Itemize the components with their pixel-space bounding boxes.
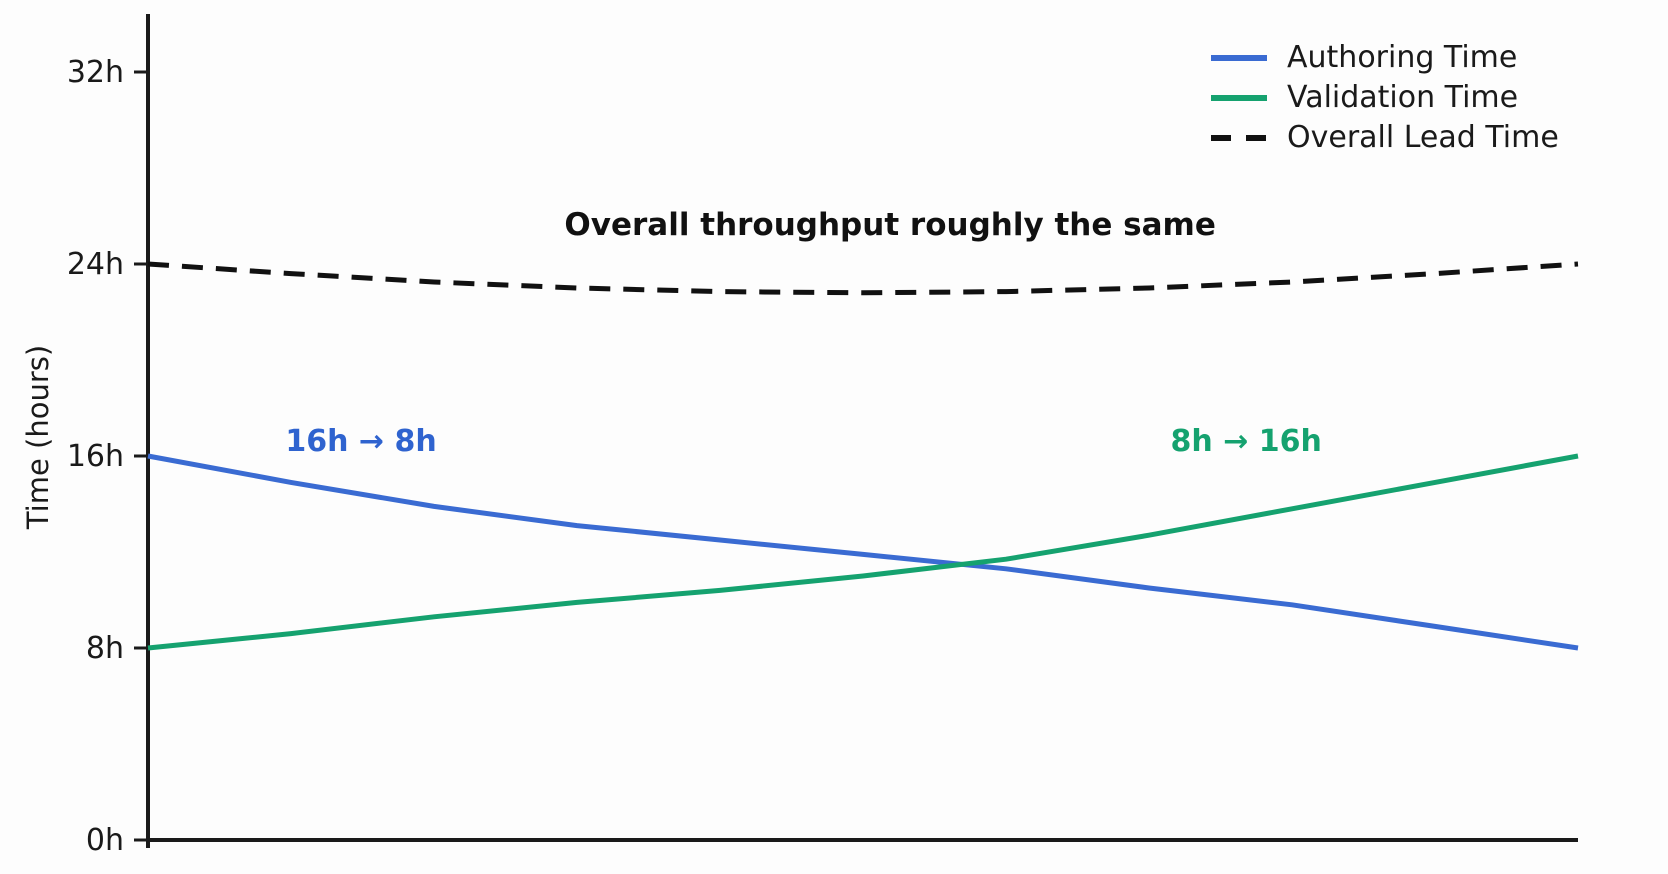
authoring-change-annotation: 16h → 8h <box>285 424 436 459</box>
authoring-line-swatch-icon <box>1211 54 1267 61</box>
y-tick-label: 8h <box>86 631 124 666</box>
overall-lead-time-line <box>147 261 1579 296</box>
y-axis-title: Time (hours) <box>21 345 55 530</box>
legend-label-authoring-time: Authoring Time <box>1287 40 1518 75</box>
validation-line-swatch-icon <box>1211 94 1267 101</box>
legend-item-overall-lead-time: Overall Lead Time <box>1210 122 1559 153</box>
y-tick-label: 24h <box>67 247 124 282</box>
y-axis-ticks: 0h 8h 16h 24h 32h <box>67 55 148 858</box>
legend-item-validation-time: Validation Time <box>1210 82 1559 113</box>
legend-item-authoring-time: Authoring Time <box>1210 42 1559 73</box>
y-tick-label: 0h <box>86 823 124 858</box>
authoring-time-line <box>147 453 1579 651</box>
y-tick-label: 32h <box>67 55 124 90</box>
throughput-annotation: Overall throughput roughly the same <box>564 207 1215 243</box>
legend: Authoring Time Validation Time Overall L… <box>1210 42 1559 153</box>
legend-label-validation-time: Validation Time <box>1287 80 1519 115</box>
validation-change-annotation: 8h → 16h <box>1171 424 1322 459</box>
legend-label-overall-lead-time: Overall Lead Time <box>1287 120 1559 155</box>
y-tick-label: 16h <box>67 439 124 474</box>
axes <box>146 14 1578 848</box>
overall-lead-dashed-swatch-icon <box>1211 134 1267 141</box>
validation-time-line <box>147 453 1579 651</box>
